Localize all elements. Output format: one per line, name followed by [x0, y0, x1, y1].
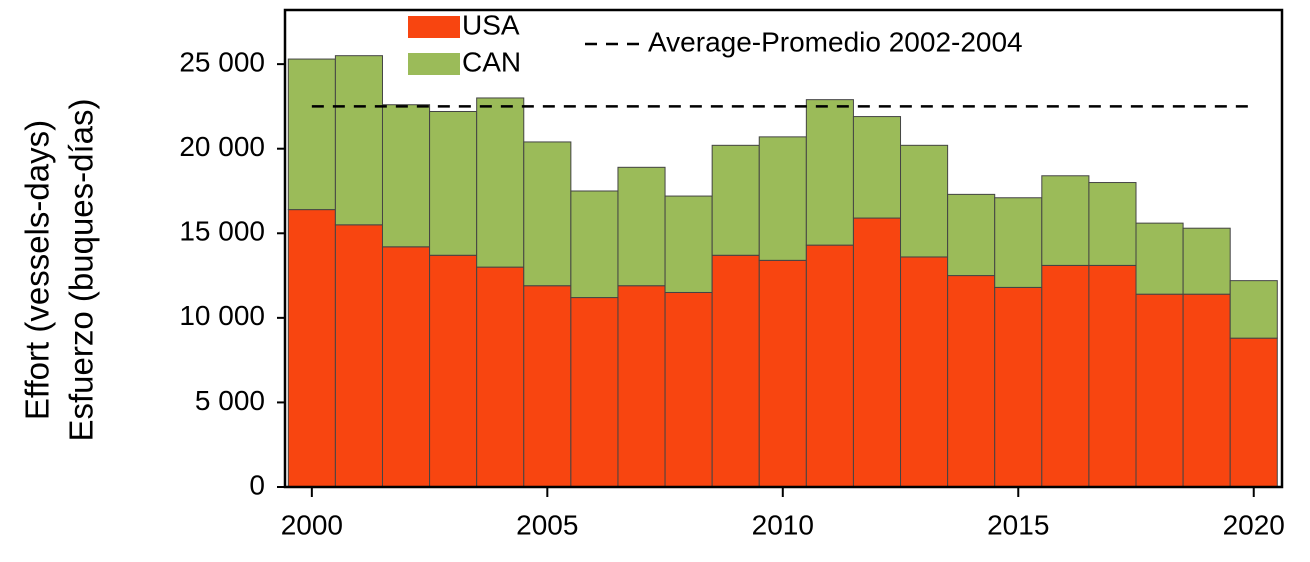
y-tick-label: 25 000 [179, 47, 265, 78]
legend-swatch [408, 53, 460, 75]
bar-segment [287, 58, 336, 211]
bar-segment [617, 285, 666, 488]
bar-segment [523, 141, 572, 287]
legend-label: USA [462, 9, 520, 40]
bar-segment [900, 256, 949, 488]
y-tick-label: 15 000 [179, 216, 265, 247]
bar-segment [429, 110, 478, 256]
bar-segment [947, 275, 996, 488]
legend-label: Average-Promedio 2002-2004 [648, 26, 1023, 57]
bar-segment [1088, 182, 1137, 266]
bar-segment [334, 55, 383, 226]
bar-segment [381, 246, 431, 488]
x-tick-label: 2000 [281, 509, 343, 540]
bar-segment [617, 166, 666, 287]
x-tick-label: 2010 [752, 509, 814, 540]
bar-segment [1182, 293, 1231, 488]
y-tick-label: 5 000 [195, 385, 265, 416]
bar-segment [994, 286, 1043, 488]
bar-segment [1041, 175, 1090, 266]
bar-segment [758, 259, 807, 488]
bar-segment [852, 217, 902, 488]
bar-segment [1182, 227, 1231, 295]
y-axis-label: Effort (vessels-days) [19, 120, 56, 420]
bar-segment [1135, 222, 1184, 295]
bar-segment [1135, 293, 1184, 488]
bar-segment [476, 266, 525, 488]
bar-segment [570, 190, 619, 299]
y-tick-label: 0 [249, 469, 265, 500]
x-tick-label: 2005 [516, 509, 578, 540]
x-tick-label: 2020 [1223, 509, 1285, 540]
bar-segment [947, 193, 996, 277]
y-tick-label: 10 000 [179, 300, 265, 331]
x-tick-label: 2015 [987, 509, 1049, 540]
bar-segment [711, 144, 760, 256]
y-tick-label: 20 000 [179, 131, 265, 162]
bar-segment [664, 291, 713, 488]
bar-segment [287, 209, 336, 488]
bar-segment [429, 254, 478, 488]
bar-segment [852, 116, 902, 219]
y-axis-label: Esfuerzo (buques-días) [63, 98, 100, 441]
bar-segment [570, 297, 619, 488]
bar-segment [805, 99, 854, 246]
legend-swatch [408, 16, 460, 38]
bar-segment [758, 136, 807, 261]
bar-segment [994, 197, 1043, 288]
bar-segment [1229, 337, 1278, 488]
bar-segment [381, 104, 431, 248]
bar-segment [1041, 264, 1090, 488]
bar-segment [1229, 280, 1278, 339]
bar-segment [664, 195, 713, 293]
legend-label: CAN [462, 46, 521, 77]
bar-segment [334, 224, 383, 488]
bar-segment [805, 244, 854, 488]
bar-segment [711, 254, 760, 488]
bar-segment [1088, 264, 1137, 488]
bar-segment [476, 97, 525, 268]
bar-segment [523, 285, 572, 488]
bar-segment [900, 144, 949, 258]
